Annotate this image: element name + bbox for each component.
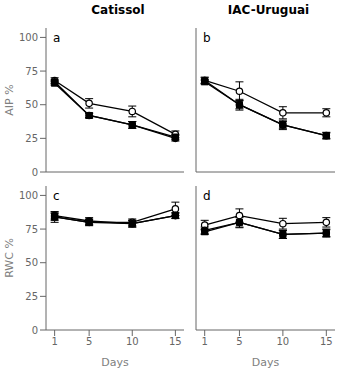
html-text:c: c <box>53 189 60 203</box>
svg-text:25: 25 <box>25 133 38 144</box>
svg-text:Days: Days <box>101 356 129 368</box>
html-text:b: b <box>203 31 211 45</box>
svg-text:15: 15 <box>169 336 182 347</box>
svg-text:100: 100 <box>19 190 38 201</box>
html-text:Catissol: Catissol <box>91 3 145 17</box>
svg-text:100: 100 <box>19 32 38 43</box>
svg-text:10: 10 <box>277 336 290 347</box>
svg-text:AIP %: AIP % <box>8 84 16 115</box>
html-text:a: a <box>53 31 61 45</box>
svg-text:75: 75 <box>25 66 38 77</box>
svg-text:0: 0 <box>32 167 38 178</box>
svg-text:5: 5 <box>236 336 242 347</box>
svg-text:0: 0 <box>32 325 38 336</box>
svg-text:15: 15 <box>320 336 333 347</box>
svg-text:1: 1 <box>202 336 208 347</box>
svg-text:50: 50 <box>25 99 38 110</box>
svg-text:Days: Days <box>252 356 280 368</box>
svg-text:1: 1 <box>51 336 57 347</box>
svg-text:5: 5 <box>86 336 92 347</box>
svg-text:50: 50 <box>25 257 38 268</box>
html-text:IAC-Uruguai: IAC-Uruguai <box>227 3 310 17</box>
svg-text:75: 75 <box>25 224 38 235</box>
svg-text:RWC %: RWC % <box>8 238 16 278</box>
svg-text:10: 10 <box>126 336 139 347</box>
html-text:d: d <box>203 189 211 203</box>
svg-text:25: 25 <box>25 291 38 302</box>
